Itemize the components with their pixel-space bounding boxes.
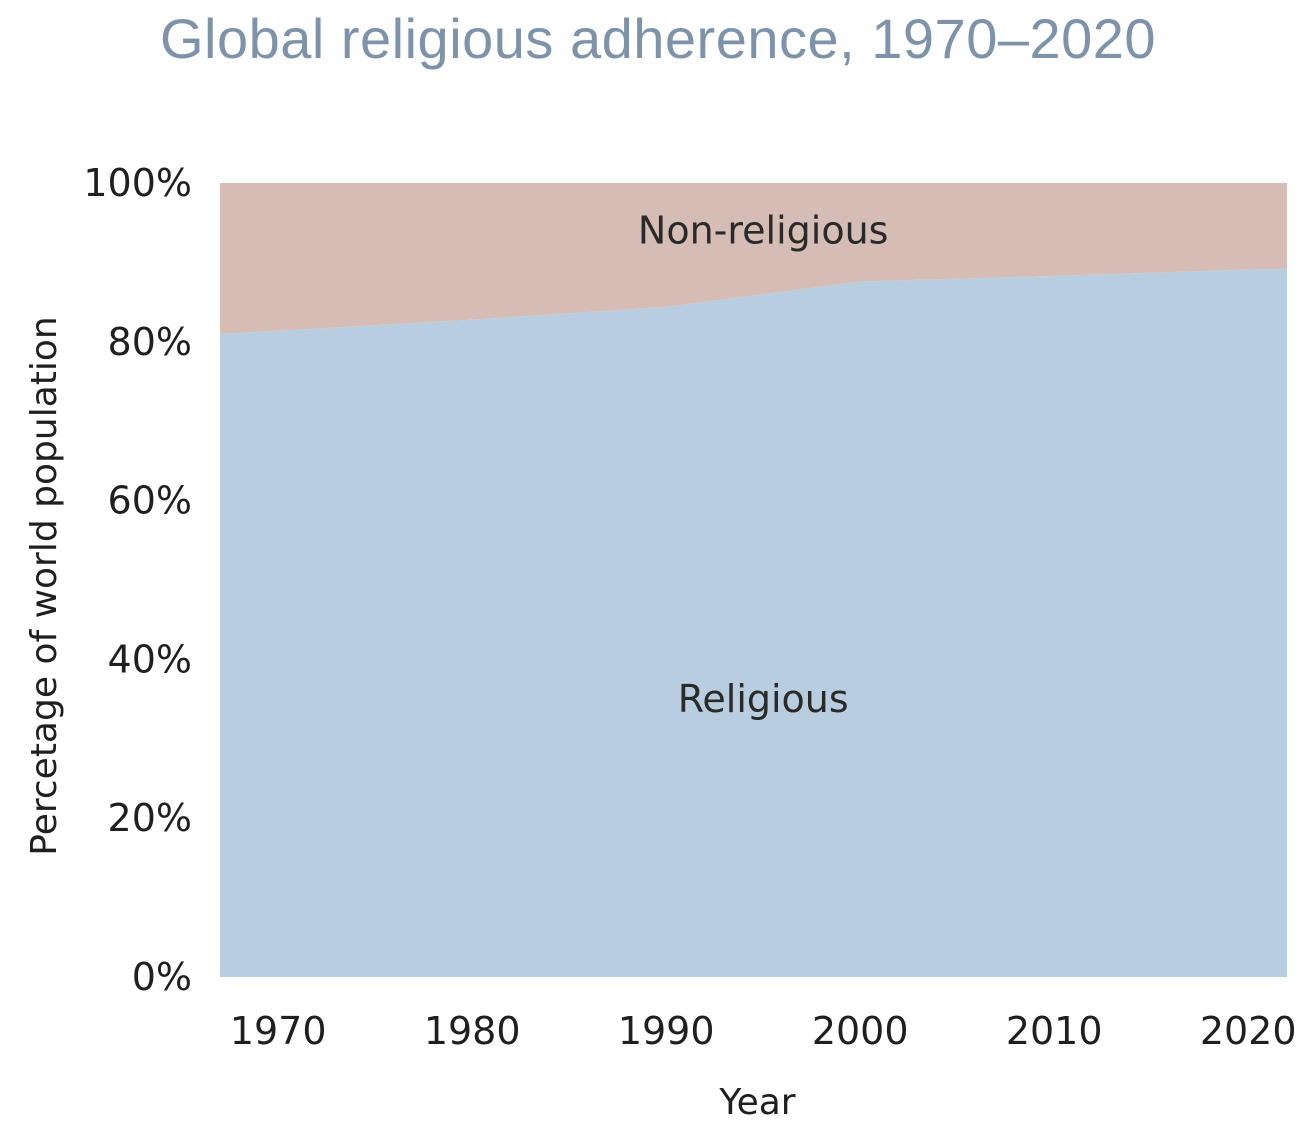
area-label-religious: Religious: [678, 677, 849, 721]
area-annotations: Non-religious Religious: [638, 209, 889, 721]
x-tick-label: 1970: [230, 1009, 327, 1053]
x-tick-label: 1990: [618, 1009, 715, 1053]
y-tick-label: 40%: [108, 637, 192, 681]
y-axis-label: Percetage of world population: [24, 316, 65, 855]
area-label-non-religious: Non-religious: [638, 209, 889, 253]
y-tick-label: 80%: [108, 320, 192, 364]
y-axis-ticks: 0% 20% 40% 60% 80% 100%: [83, 161, 192, 999]
y-tick-label: 100%: [83, 161, 192, 205]
x-tick-label: 2020: [1200, 1009, 1297, 1053]
x-axis-ticks: 1970 1980 1990 2000 2010 2020: [230, 1009, 1297, 1053]
x-tick-label: 2010: [1006, 1009, 1103, 1053]
chart-title: Global religious adherence, 1970–2020: [159, 7, 1157, 70]
y-tick-label: 20%: [108, 796, 192, 840]
x-tick-label: 1980: [424, 1009, 521, 1053]
x-axis-label: Year: [718, 1082, 795, 1123]
y-tick-label: 60%: [108, 479, 192, 523]
area-layer: [220, 183, 1287, 977]
y-tick-label: 0%: [132, 955, 192, 999]
area-religious: [220, 268, 1287, 977]
area-non-religious: [220, 183, 1287, 334]
x-tick-label: 2000: [812, 1009, 909, 1053]
